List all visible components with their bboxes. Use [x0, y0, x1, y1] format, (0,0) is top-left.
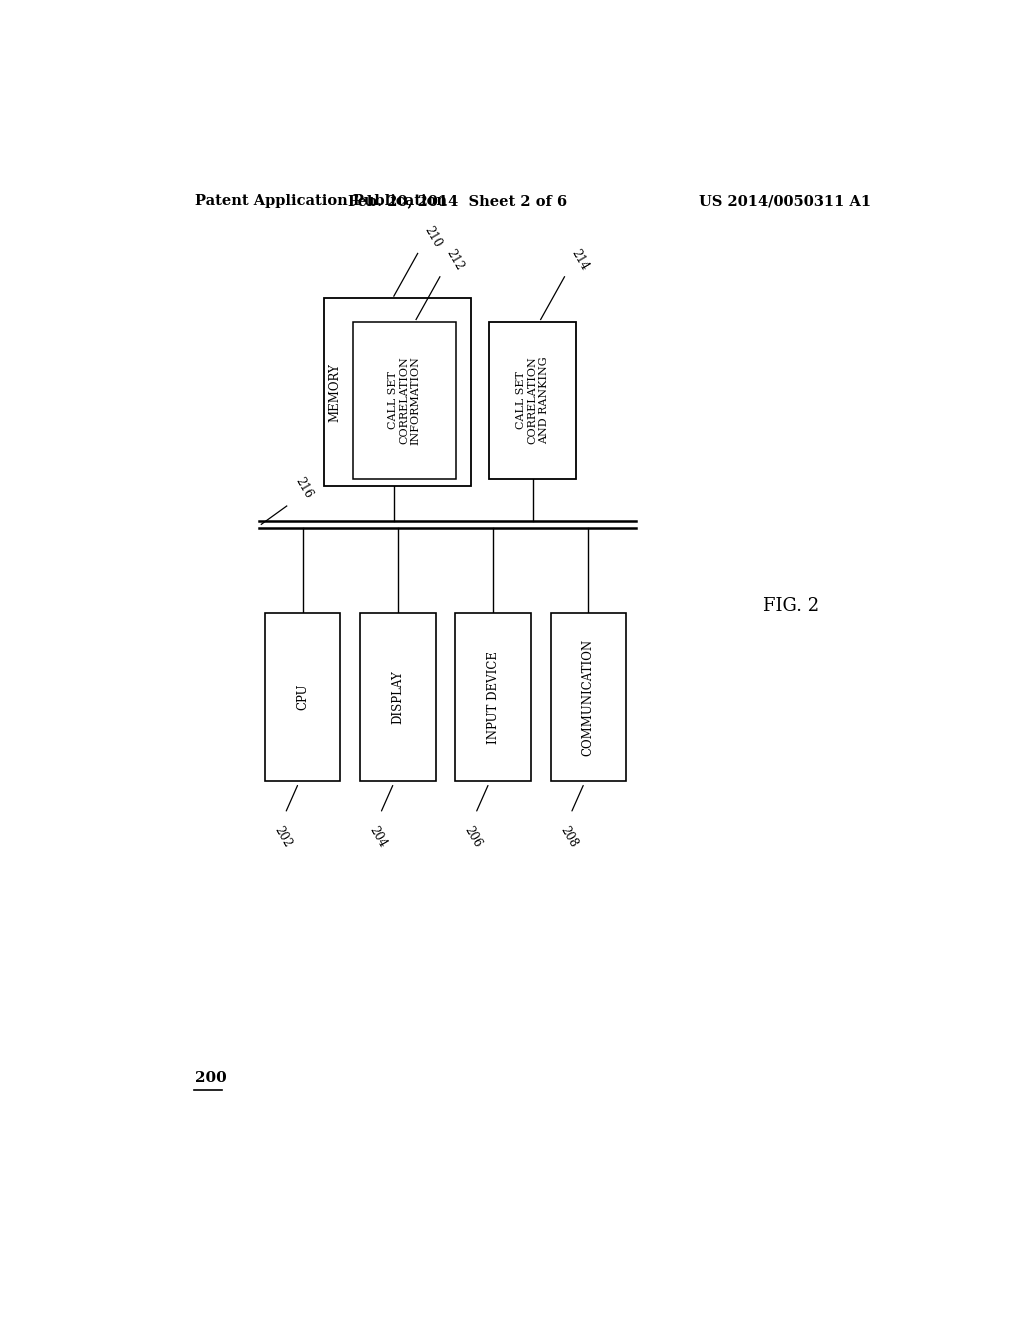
- Bar: [325, 298, 471, 486]
- Text: Feb. 20, 2014  Sheet 2 of 6: Feb. 20, 2014 Sheet 2 of 6: [348, 194, 567, 209]
- Text: 212: 212: [443, 247, 466, 273]
- Bar: [551, 614, 626, 781]
- Text: 202: 202: [271, 824, 294, 849]
- Text: COMMUNICATION: COMMUNICATION: [582, 639, 595, 755]
- Bar: [489, 322, 577, 479]
- Text: 216: 216: [292, 475, 314, 500]
- Bar: [360, 614, 435, 781]
- Bar: [265, 614, 340, 781]
- Text: 200: 200: [196, 1072, 227, 1085]
- Text: CALL SET
CORRELATION
INFORMATION: CALL SET CORRELATION INFORMATION: [387, 356, 421, 445]
- Text: 214: 214: [568, 247, 591, 273]
- Text: CALL SET
CORRELATION
AND RANKING: CALL SET CORRELATION AND RANKING: [516, 356, 549, 444]
- Bar: [456, 614, 530, 781]
- Text: CPU: CPU: [296, 684, 309, 710]
- Text: 208: 208: [557, 824, 580, 849]
- Text: DISPLAY: DISPLAY: [391, 671, 404, 723]
- Text: MEMORY: MEMORY: [329, 363, 341, 421]
- Text: FIG. 2: FIG. 2: [763, 597, 819, 615]
- Text: 210: 210: [422, 223, 444, 249]
- Text: Patent Application Publication: Patent Application Publication: [196, 194, 447, 209]
- Text: INPUT DEVICE: INPUT DEVICE: [486, 651, 500, 743]
- Text: 206: 206: [462, 824, 484, 850]
- Text: US 2014/0050311 A1: US 2014/0050311 A1: [699, 194, 871, 209]
- Bar: [352, 322, 456, 479]
- Text: 204: 204: [367, 824, 389, 850]
